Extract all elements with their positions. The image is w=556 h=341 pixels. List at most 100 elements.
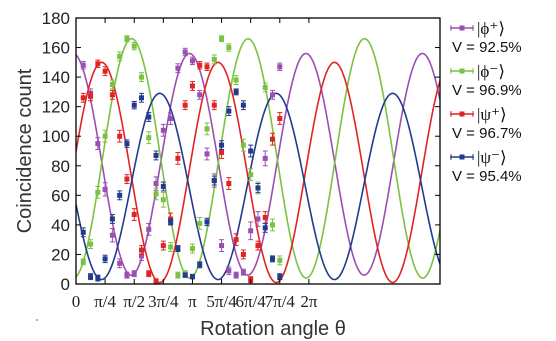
legend-marker bbox=[459, 154, 465, 160]
point-marker bbox=[138, 253, 144, 259]
data-point bbox=[204, 147, 210, 161]
point-marker bbox=[219, 36, 225, 42]
data-point bbox=[182, 47, 188, 57]
y-tick-label: 140 bbox=[42, 68, 70, 87]
point-marker bbox=[204, 64, 210, 70]
legend-item: |ψ⁺⟩V = 96.7% bbox=[450, 105, 522, 142]
point-marker bbox=[277, 64, 283, 70]
data-point bbox=[124, 174, 130, 185]
y-axis-ticks: 0 20 40 60 80 100 120 140 160 180 bbox=[42, 9, 440, 294]
data-point bbox=[80, 61, 86, 70]
point-marker bbox=[277, 274, 283, 280]
data-point bbox=[189, 273, 195, 280]
data-point bbox=[175, 271, 181, 279]
y-axis-label: Coincidence count bbox=[14, 68, 36, 233]
point-marker bbox=[95, 189, 101, 195]
data-point bbox=[117, 258, 123, 269]
point-marker bbox=[233, 272, 239, 278]
data-point bbox=[80, 92, 86, 103]
data-point bbox=[138, 245, 144, 255]
point-marker bbox=[168, 244, 174, 250]
data-point bbox=[226, 43, 232, 52]
fit-curve bbox=[76, 61, 440, 284]
data-point bbox=[240, 138, 246, 152]
point-marker bbox=[138, 95, 144, 101]
x-tick-label: π bbox=[188, 292, 197, 311]
data-point bbox=[95, 59, 101, 69]
data-point bbox=[88, 273, 94, 281]
legend-item: |ϕ⁺⟩V = 92.5% bbox=[450, 19, 522, 56]
data-point bbox=[233, 75, 239, 85]
point-marker bbox=[240, 142, 246, 148]
point-marker bbox=[117, 53, 123, 59]
point-marker bbox=[168, 219, 174, 225]
point-marker bbox=[277, 115, 283, 121]
point-marker bbox=[124, 176, 130, 182]
data-point bbox=[197, 89, 203, 100]
legend-visibility: V = 92.5% bbox=[452, 39, 522, 56]
point-marker bbox=[248, 228, 254, 234]
point-marker bbox=[262, 225, 268, 231]
data-point bbox=[109, 79, 115, 90]
data-point bbox=[189, 81, 195, 91]
point-marker bbox=[160, 243, 166, 249]
legend-visibility: V = 96.9% bbox=[452, 82, 522, 99]
data-point bbox=[160, 240, 166, 251]
point-marker bbox=[95, 141, 101, 147]
data-point bbox=[277, 255, 283, 266]
data-point bbox=[146, 222, 152, 236]
point-marker bbox=[117, 260, 123, 266]
point-marker bbox=[160, 127, 166, 133]
point-marker bbox=[95, 61, 101, 67]
point-marker bbox=[102, 68, 108, 74]
point-marker bbox=[189, 58, 195, 64]
data-point bbox=[189, 56, 195, 66]
data-point bbox=[102, 182, 108, 197]
data-point bbox=[175, 63, 181, 74]
data-point bbox=[219, 35, 225, 43]
point-marker bbox=[269, 222, 275, 228]
data-point bbox=[109, 228, 115, 243]
point-marker bbox=[109, 216, 115, 222]
data-point bbox=[277, 112, 283, 125]
data-point bbox=[117, 51, 123, 62]
data-point bbox=[102, 66, 108, 77]
data-point bbox=[182, 272, 188, 278]
data-point bbox=[160, 123, 166, 137]
legend-item: |ϕ⁻⟩V = 96.9% bbox=[450, 62, 522, 99]
data-point bbox=[153, 187, 159, 201]
legend-marker bbox=[459, 68, 465, 74]
point-marker bbox=[109, 92, 115, 98]
point-marker bbox=[240, 269, 246, 275]
x-tick-label: 0 bbox=[72, 292, 81, 311]
data-point bbox=[255, 183, 261, 193]
point-marker bbox=[189, 83, 195, 89]
point-marker bbox=[131, 271, 137, 277]
data-point bbox=[131, 100, 137, 110]
data-point bbox=[277, 62, 283, 71]
y-tick-label: 180 bbox=[42, 9, 70, 28]
point-marker bbox=[131, 102, 137, 108]
data-point bbox=[146, 270, 152, 278]
point-marker bbox=[262, 84, 268, 90]
legend-visibility: V = 95.4% bbox=[452, 168, 522, 185]
data-point bbox=[248, 144, 254, 158]
point-marker bbox=[95, 275, 101, 281]
x-tick-label: 6π/4 bbox=[236, 292, 267, 311]
point-marker bbox=[226, 45, 232, 51]
data-point bbox=[117, 129, 123, 143]
legend: |ϕ⁺⟩V = 92.5%|ϕ⁻⟩V = 96.9%|ψ⁺⟩V = 96.7%|… bbox=[450, 19, 522, 185]
point-marker bbox=[189, 246, 195, 252]
point-marker bbox=[160, 183, 166, 189]
point-marker bbox=[175, 155, 181, 161]
point-marker bbox=[88, 274, 94, 280]
point-marker bbox=[269, 92, 275, 98]
y-tick-label: 0 bbox=[61, 275, 70, 294]
data-point bbox=[219, 140, 225, 151]
point-marker bbox=[197, 62, 203, 68]
point-marker bbox=[211, 56, 217, 62]
point-marker bbox=[269, 256, 275, 262]
data-point bbox=[153, 278, 159, 284]
data-point bbox=[80, 227, 86, 238]
point-marker bbox=[153, 181, 159, 187]
